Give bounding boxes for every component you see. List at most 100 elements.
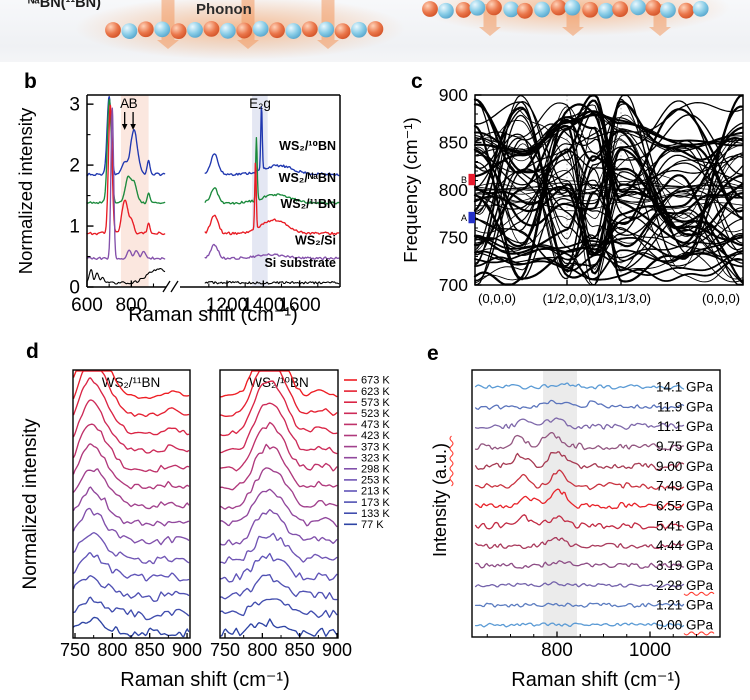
phonon-band-line <box>474 110 744 155</box>
tick-label: 900 <box>322 640 352 660</box>
temperature-spectrum-curve <box>220 488 338 528</box>
tick-label: 800 <box>115 295 147 316</box>
temperature-spectrum-curve <box>220 370 338 417</box>
phonon-label: Phonon <box>196 1 252 18</box>
tick-label: 800 <box>247 640 277 660</box>
panel-e-letter: e <box>427 342 439 365</box>
pressure-spectrum-curve <box>474 399 685 410</box>
temperature-spectrum-curve <box>220 421 338 472</box>
temperature-spectrum-curve <box>73 468 190 510</box>
panel-d-letter: d <box>26 340 39 363</box>
temperature-spectrum-curve <box>220 598 338 619</box>
pressure-label: 11.1 GPa <box>657 419 714 434</box>
legend-label: 323 K <box>361 452 390 464</box>
nitrogen-atom <box>630 0 647 16</box>
boron-atom <box>582 1 599 18</box>
panel-d-temperature-spectra: Normalized intensity Raman shift (cm⁻¹) … <box>20 369 390 691</box>
legend-label: 623 K <box>361 386 390 398</box>
nitrogen-atom <box>564 0 581 16</box>
pressure-spectrum-curve <box>474 488 685 510</box>
temperature-spectrum-curve <box>73 370 190 418</box>
panel-c-letter: c <box>411 70 423 93</box>
raman-spectrum-curve <box>204 137 340 205</box>
legend-label: 253 K <box>361 475 390 487</box>
spellcheck-squiggle <box>683 631 715 636</box>
series-label: Si substrate <box>264 256 336 270</box>
phonon-band-line <box>474 234 744 259</box>
pressure-label: 0.00 GPa <box>656 617 714 632</box>
boron-atom <box>301 21 318 38</box>
boron-atom <box>105 22 121 38</box>
nitrogen-atom <box>692 0 709 17</box>
d-left-title: WS₂/¹¹BN <box>102 375 160 390</box>
raman-spectrum-curve <box>204 106 340 177</box>
pressure-label: 4.44 GPa <box>656 538 714 553</box>
nitrogen-atom <box>469 0 486 16</box>
pressure-label: 6.55 GPa <box>656 498 714 513</box>
tick-label: 0 <box>69 278 80 299</box>
nitrogen-atom <box>121 23 138 40</box>
k-point-label: (0,0,0) <box>478 291 516 306</box>
tick-label: 850 <box>135 640 165 660</box>
boron-atom <box>455 2 472 18</box>
boron-atom <box>550 0 567 16</box>
series-label: WS₂/ᴺᵃBN <box>279 171 336 185</box>
pressure-spectrum-curve <box>474 536 685 550</box>
tick-label: 3 <box>69 95 80 116</box>
raman-spectrum-curve <box>86 98 166 205</box>
tick-label: 1000 <box>629 640 671 661</box>
series-label: WS₂/Si <box>295 233 336 247</box>
spellcheck-squiggle <box>449 435 454 487</box>
panel-b-letter: b <box>24 70 37 93</box>
pressure-spectrum-curve <box>474 417 685 430</box>
annotation-arrowhead <box>130 124 136 130</box>
boron-atom <box>645 0 662 16</box>
nitrogen-atom <box>285 23 302 39</box>
mode-marker <box>468 173 475 186</box>
nitrogen-atom <box>503 1 520 18</box>
temperature-spectrum-curve <box>220 443 338 491</box>
peak-annotation: E₂g <box>249 96 271 111</box>
phonon-band-line <box>474 193 743 204</box>
tick-label: 1200 <box>206 295 248 316</box>
tick-label: 800 <box>439 180 468 200</box>
legend-label: 77 K <box>361 519 384 531</box>
raman-spectrum-curve <box>86 95 166 177</box>
boron-atom <box>367 21 384 37</box>
nitrogen-atom <box>219 22 236 39</box>
phonon-band-line <box>474 256 744 282</box>
temperature-spectrum-curve <box>220 618 338 638</box>
nitrogen-atom <box>598 2 614 19</box>
temperature-spectrum-curve <box>220 402 338 455</box>
pressure-label: 14.1 GPa <box>656 380 714 395</box>
legend-label: 373 K <box>361 441 390 453</box>
pressure-spectrum-curve <box>474 431 685 451</box>
panel-b-raman-spectra: Normalized intensity Raman shift (cm⁻¹) … <box>15 94 341 326</box>
e-y-axis-label: Intensity (a.u.) <box>430 443 450 557</box>
temperature-spectrum-curve <box>73 399 190 454</box>
d-x-axis-label: Raman shift (cm⁻¹) <box>120 669 289 691</box>
legend-label: 298 K <box>361 464 390 476</box>
mode-marker-label: A <box>461 213 467 223</box>
raman-spectrum-curve <box>204 280 340 285</box>
panel-c-phonon-dispersion: Frequency (cm⁻¹) 700 750 800 850 900 (0,0,0) (… <box>400 85 744 306</box>
temperature-spectrum-curve <box>220 532 338 564</box>
axis-break-mark <box>170 280 179 293</box>
raman-spectrum-curve <box>86 104 166 236</box>
legend-label: 213 K <box>361 486 390 498</box>
mode-marker-label: B <box>461 175 467 185</box>
e-ylabel-main: Intensity <box>430 485 450 557</box>
tick-label: 850 <box>285 640 315 660</box>
tick-label: 900 <box>172 640 202 660</box>
phonon-band-line <box>474 248 744 280</box>
tick-label: 1600 <box>278 295 320 316</box>
nitrogen-atom <box>252 20 269 37</box>
axis-break-mark <box>162 280 171 293</box>
tick-label: 600 <box>71 295 103 316</box>
pressure-spectrum-curve <box>474 602 685 608</box>
boron-atom <box>137 21 154 38</box>
peak-annotation: A <box>120 96 129 111</box>
pressure-spectrum-curve <box>474 469 685 491</box>
phonon-band-line <box>473 148 744 255</box>
